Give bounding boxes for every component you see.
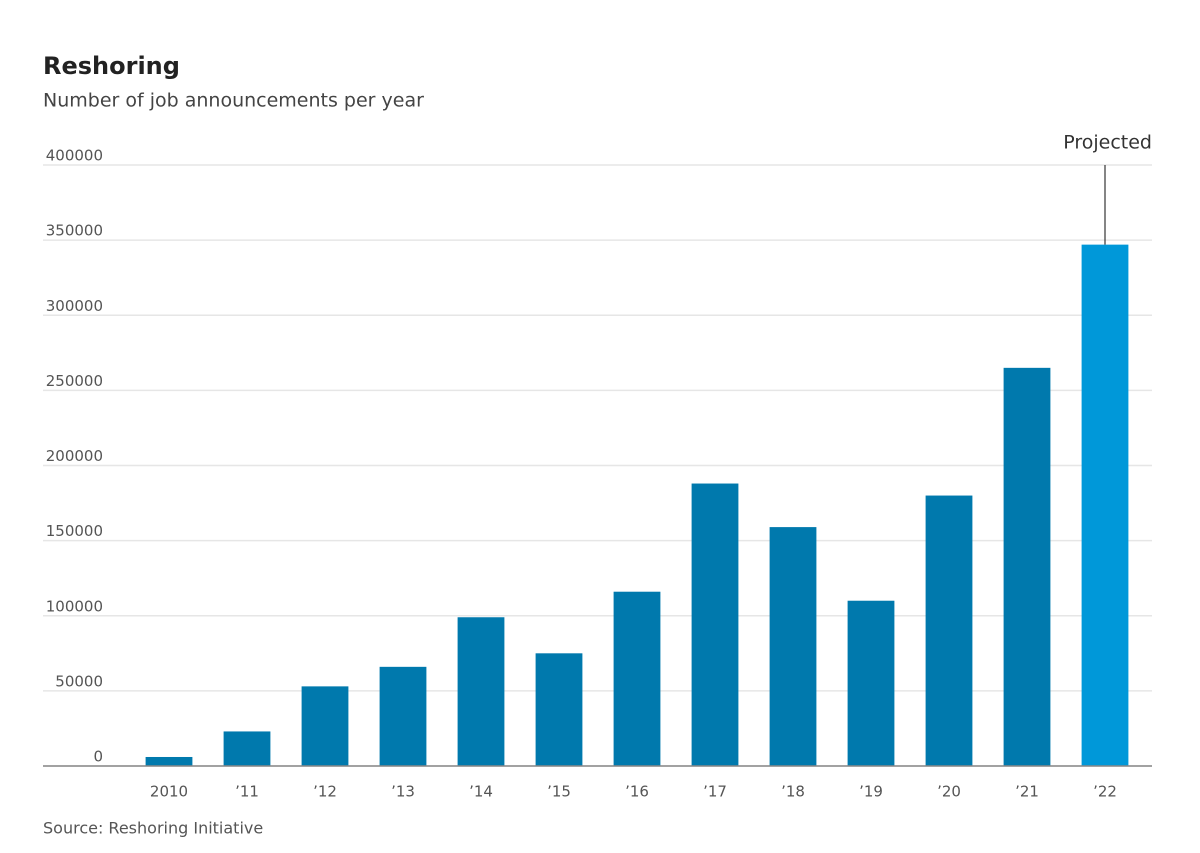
x-tick-label: ’12 <box>313 783 337 801</box>
chart-title: Reshoring <box>43 52 180 80</box>
y-tick-label: 200000 <box>46 447 103 465</box>
bar <box>847 600 895 766</box>
x-tick-label: ’14 <box>469 783 493 801</box>
bar <box>1003 367 1051 766</box>
bar <box>925 495 973 766</box>
y-tick-label: 250000 <box>46 372 103 390</box>
source: Source: Reshoring Initiative <box>43 819 263 838</box>
bar <box>613 591 661 766</box>
x-tick-label: ’16 <box>625 783 649 801</box>
x-tick-label: ’13 <box>391 783 415 801</box>
x-tick-label: ’19 <box>859 783 883 801</box>
bar <box>145 756 193 766</box>
x-tick-label: 2010 <box>150 783 188 801</box>
bar <box>379 666 427 766</box>
y-tick-label: 150000 <box>46 522 103 540</box>
y-tick-label: 350000 <box>46 222 103 240</box>
bar <box>223 731 271 766</box>
chart-subtitle: Number of job announcements per year <box>43 90 424 112</box>
x-tick-label: ’18 <box>781 783 805 801</box>
x-tick-label: ’17 <box>703 783 727 801</box>
x-tick-label: ’11 <box>235 783 259 801</box>
y-tick-label: 300000 <box>46 297 103 315</box>
bar <box>301 686 349 766</box>
bar <box>1081 244 1129 766</box>
y-tick-label: 100000 <box>46 597 103 615</box>
x-tick-label: ’21 <box>1015 783 1039 801</box>
annotation: Projected <box>1063 132 1152 154</box>
x-tick-label: ’15 <box>547 783 571 801</box>
x-tick-label: ’22 <box>1093 783 1117 801</box>
x-tick-label: ’20 <box>937 783 961 801</box>
y-tick-label: 50000 <box>55 672 103 690</box>
bar <box>691 483 739 766</box>
bar <box>535 653 583 766</box>
y-tick-label: 0 <box>93 748 103 766</box>
bar <box>769 527 817 766</box>
y-tick-label: 400000 <box>46 147 103 165</box>
bar <box>457 617 505 766</box>
